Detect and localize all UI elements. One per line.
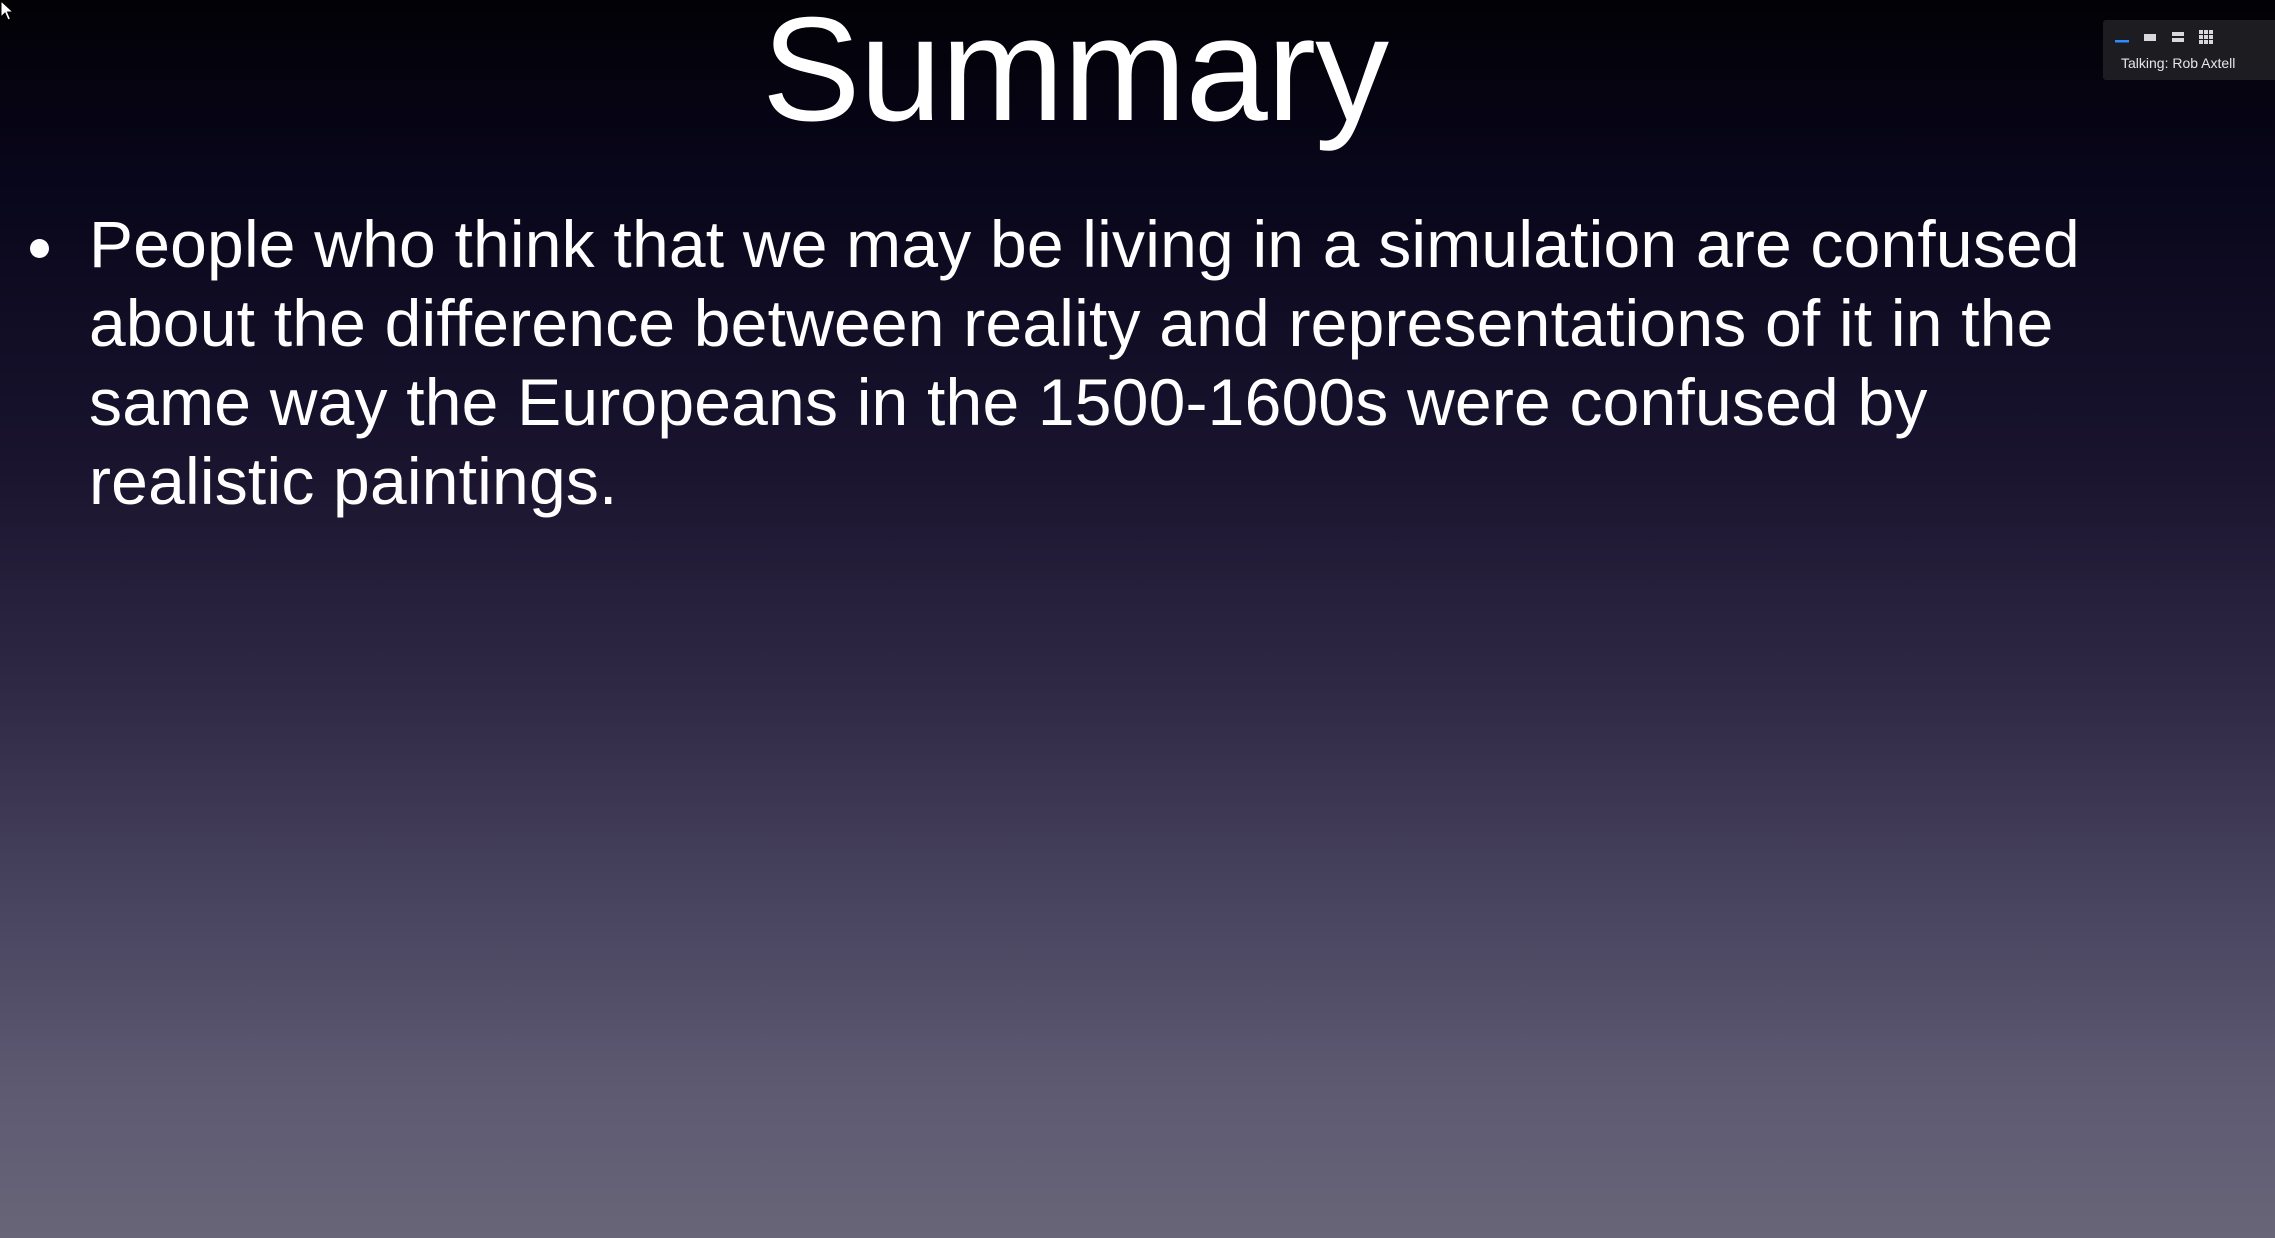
minimize-view-button[interactable] (2111, 26, 2133, 48)
bullet-list: People who think that we may be living i… (0, 205, 2130, 521)
speaker-view-icon (2144, 34, 2156, 41)
gallery-view-icon (2199, 30, 2213, 44)
gallery-view-button[interactable] (2195, 26, 2217, 48)
meeting-overlay: Talking: Rob Axtell (2103, 20, 2275, 80)
bullet-text: People who think that we may be living i… (89, 207, 2080, 518)
speaker-view-button[interactable] (2139, 26, 2161, 48)
minimize-view-icon (2115, 40, 2129, 43)
slide-title: Summary (761, 0, 1389, 152)
list-view-icon (2172, 32, 2184, 42)
active-speaker-label: Talking: Rob Axtell (2121, 55, 2236, 71)
mouse-cursor-icon (0, 0, 14, 21)
view-controls (2111, 26, 2223, 48)
bullet-dot-icon (30, 239, 49, 258)
list-view-button[interactable] (2167, 26, 2189, 48)
bullet-item: People who think that we may be living i… (0, 205, 2130, 521)
